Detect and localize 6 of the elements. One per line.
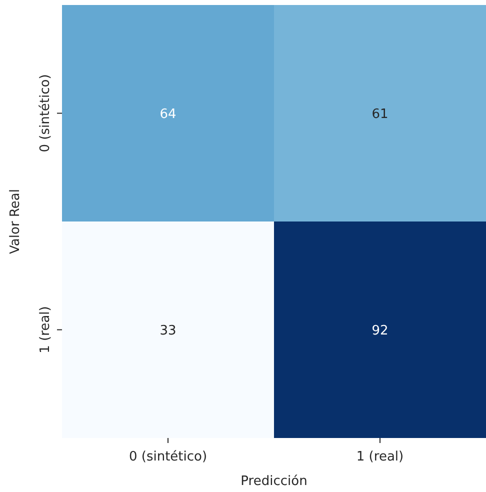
data-label: 33 xyxy=(160,323,176,338)
data-label: 64 xyxy=(160,106,176,122)
y-axis-title: Valor Real xyxy=(8,189,23,254)
data-label: 92 xyxy=(372,323,388,338)
x-axis-title: Predicción xyxy=(240,474,308,489)
data-label: 61 xyxy=(372,106,388,122)
